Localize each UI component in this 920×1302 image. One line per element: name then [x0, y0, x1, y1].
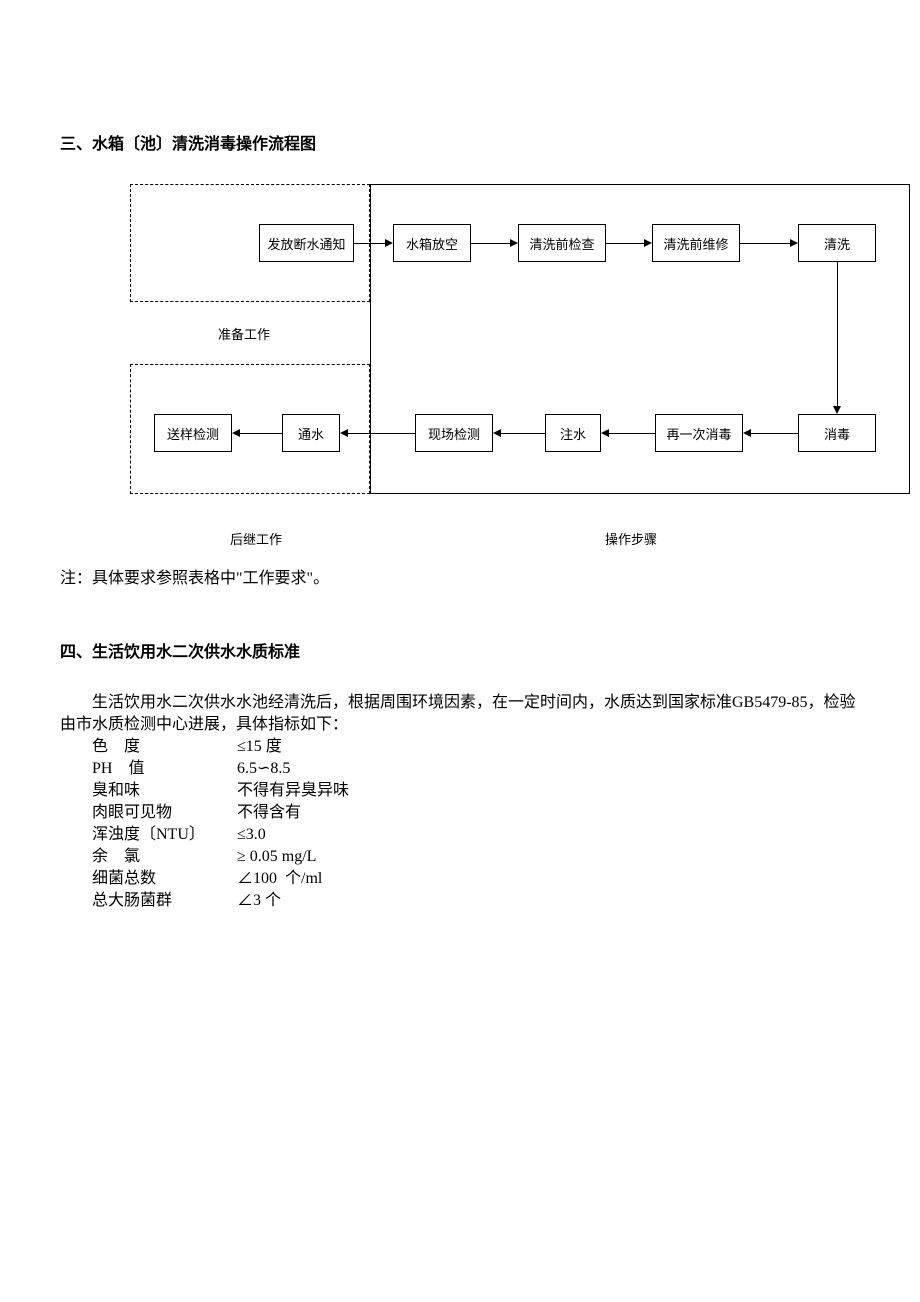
spec-value: ≤15 度 — [237, 736, 282, 758]
spec-key: 浑浊度〔NTU〕 — [92, 824, 237, 846]
section-3-heading: 三、水箱〔池〕清洗消毒操作流程图 — [60, 130, 860, 154]
flowchart-note: 注：具体要求参照表格中"工作要求"。 — [60, 564, 860, 588]
spec-row: 余 氯 ≥ 0.05 mg/L — [60, 846, 860, 868]
spec-key: PH 值 — [92, 758, 237, 780]
flow-node-n10: 通水 — [282, 414, 340, 452]
spec-value: 不得有异臭异味 — [237, 780, 349, 802]
spec-key: 臭和味 — [92, 780, 237, 802]
flowchart-label-prep: 准备工作 — [218, 324, 270, 343]
flow-node-n1: 发放断水通知 — [259, 224, 354, 262]
spec-key: 余 氯 — [92, 846, 237, 868]
arrow-head-left-icon — [601, 429, 609, 437]
arrow-line — [837, 262, 838, 408]
flow-node-n9: 现场检测 — [415, 414, 493, 452]
arrow-head-down-icon — [833, 406, 841, 414]
flow-node-n11: 送样检测 — [154, 414, 232, 452]
spec-key: 总大肠菌群 — [92, 890, 237, 912]
spec-row: 色 度 ≤15 度 — [60, 736, 860, 758]
spec-row: 肉眼可见物 不得含有 — [60, 802, 860, 824]
spec-row: 臭和味 不得有异臭异味 — [60, 780, 860, 802]
spec-key: 色 度 — [92, 736, 237, 758]
arrow-head-right-icon — [790, 239, 798, 247]
arrow-line — [471, 243, 512, 244]
spec-value: 不得含有 — [237, 802, 301, 824]
arrow-head-left-icon — [743, 429, 751, 437]
spec-row: 浑浊度〔NTU〕 ≤3.0 — [60, 824, 860, 846]
arrow-head-left-icon — [493, 429, 501, 437]
arrow-line — [749, 433, 798, 434]
section-4-heading: 四、生活饮用水二次供水水质标准 — [60, 638, 860, 662]
arrow-line — [354, 243, 387, 244]
spec-row: PH 值 6.5∽8.5 — [60, 758, 860, 780]
arrow-head-right-icon — [510, 239, 518, 247]
spec-row: 细菌总数 ∠100 个/ml — [60, 868, 860, 890]
specs-list: 色 度 ≤15 度 PH 值 6.5∽8.5 臭和味 不得有异臭异味 肉眼可见物… — [60, 736, 860, 912]
spec-value: ∠100 个/ml — [237, 868, 322, 890]
spec-value: ∠3 个 — [237, 890, 281, 912]
flowchart-label-followup: 后继工作 — [230, 529, 282, 548]
arrow-line — [740, 243, 792, 244]
spec-value: ≤3.0 — [237, 824, 266, 846]
arrow-line — [238, 433, 282, 434]
arrow-head-right-icon — [644, 239, 652, 247]
arrow-line — [606, 243, 646, 244]
flow-node-n8: 注水 — [545, 414, 601, 452]
flowchart-container: 发放断水通知 水箱放空 清洗前检查 清洗前维修 清洗消毒 再一次消毒 注水 现场检测 通水 送样检… — [90, 184, 910, 544]
arrow-head-right-icon — [385, 239, 393, 247]
spec-value: 6.5∽8.5 — [237, 758, 290, 780]
flow-node-n6: 消毒 — [798, 414, 876, 452]
spec-value: ≥ 0.05 mg/L — [237, 846, 316, 868]
spec-key: 细菌总数 — [92, 868, 237, 890]
flow-node-n5: 清洗 — [798, 224, 876, 262]
arrow-line — [346, 433, 415, 434]
flowchart-label-operation: 操作步骤 — [605, 529, 657, 548]
arrow-head-left-icon — [232, 429, 240, 437]
arrow-line — [607, 433, 655, 434]
flow-node-n3: 清洗前检查 — [518, 224, 606, 262]
arrow-head-left-icon — [340, 429, 348, 437]
section-4-intro: 生活饮用水二次供水水池经清洗后，根据周围环境因素，在一定时间内，水质达到国家标准… — [60, 692, 860, 736]
flow-node-n2: 水箱放空 — [393, 224, 471, 262]
arrow-line — [499, 433, 545, 434]
spec-key: 肉眼可见物 — [92, 802, 237, 824]
flow-node-n7: 再一次消毒 — [655, 414, 743, 452]
flow-node-n4: 清洗前维修 — [652, 224, 740, 262]
spec-row: 总大肠菌群 ∠3 个 — [60, 890, 860, 912]
